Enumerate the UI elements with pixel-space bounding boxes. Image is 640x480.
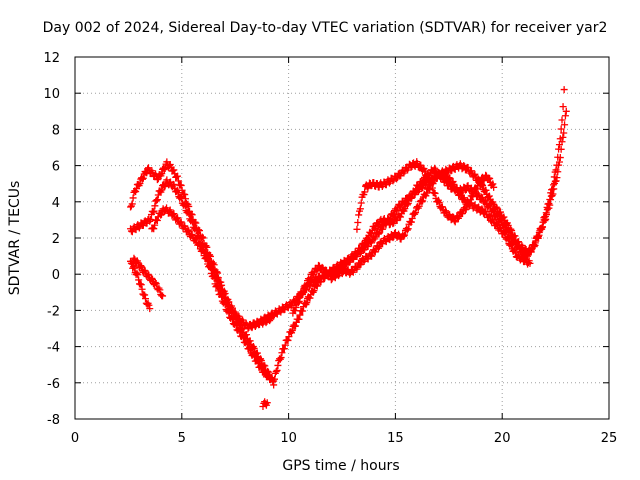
y-tick-label: 6 xyxy=(52,160,60,175)
x-tick-label: 15 xyxy=(387,431,404,446)
x-tick-label: 0 xyxy=(71,431,79,446)
x-tick-label: 25 xyxy=(601,431,618,446)
x-tick-label: 10 xyxy=(280,431,297,446)
y-tick-label: -8 xyxy=(47,413,60,428)
x-axis-label: GPS time / hours xyxy=(282,458,399,474)
y-tick-label: 0 xyxy=(52,268,60,283)
y-tick-label: 4 xyxy=(52,196,60,211)
y-tick-label: -6 xyxy=(47,377,60,392)
chart-title: Day 002 of 2024, Sidereal Day-to-day VTE… xyxy=(43,20,608,36)
x-tick-label: 5 xyxy=(178,431,186,446)
sdtvar-chart: 0 5 10 15 20 25 -8 -6 -4 -2 0 2 4 6 8 10 12 Day 002 of 2… xyxy=(0,0,640,480)
y-tick-label: -2 xyxy=(47,304,60,319)
chart-background xyxy=(0,0,640,480)
y-tick-label: 8 xyxy=(52,123,60,138)
y-tick-label: 10 xyxy=(43,87,60,102)
y-axis-label: SDTVAR / TECUs xyxy=(7,181,23,296)
x-tick-label: 20 xyxy=(494,431,511,446)
y-tick-label: 12 xyxy=(43,51,60,66)
y-tick-label: 2 xyxy=(52,232,60,247)
y-tick-label: -4 xyxy=(47,341,60,356)
